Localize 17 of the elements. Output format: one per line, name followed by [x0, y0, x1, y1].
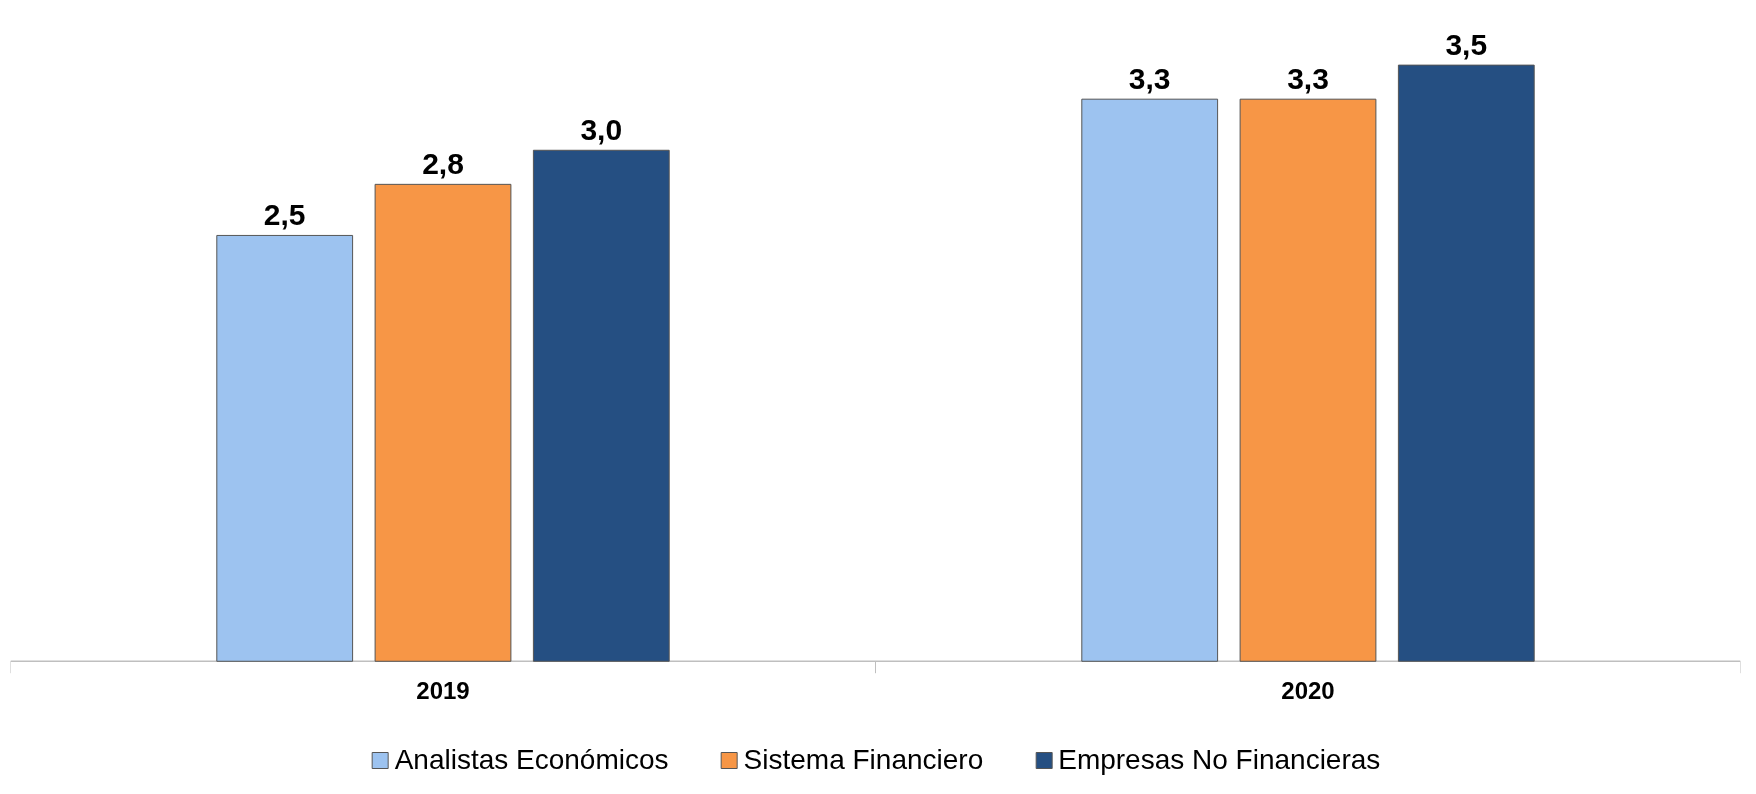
legend-label: Analistas Económicos [394, 744, 669, 776]
bar [532, 149, 670, 662]
legend-label: Empresas No Financieras [1058, 744, 1381, 776]
data-label: 3,3 [1287, 62, 1329, 96]
bar [216, 234, 354, 662]
data-label: 3,3 [1128, 62, 1171, 96]
data-label: 2,5 [263, 198, 306, 232]
bar [1081, 98, 1219, 662]
bar [374, 183, 512, 662]
data-label: 3,5 [1445, 28, 1488, 62]
data-label: 2,8 [422, 147, 464, 181]
data-label: 3,0 [580, 113, 623, 147]
x-tick-label: 2019 [416, 677, 470, 705]
legend-label: Sistema Financiero [743, 744, 984, 776]
bar [1397, 64, 1535, 662]
x-tick-label: 2020 [1281, 677, 1335, 705]
bar [1239, 98, 1377, 662]
